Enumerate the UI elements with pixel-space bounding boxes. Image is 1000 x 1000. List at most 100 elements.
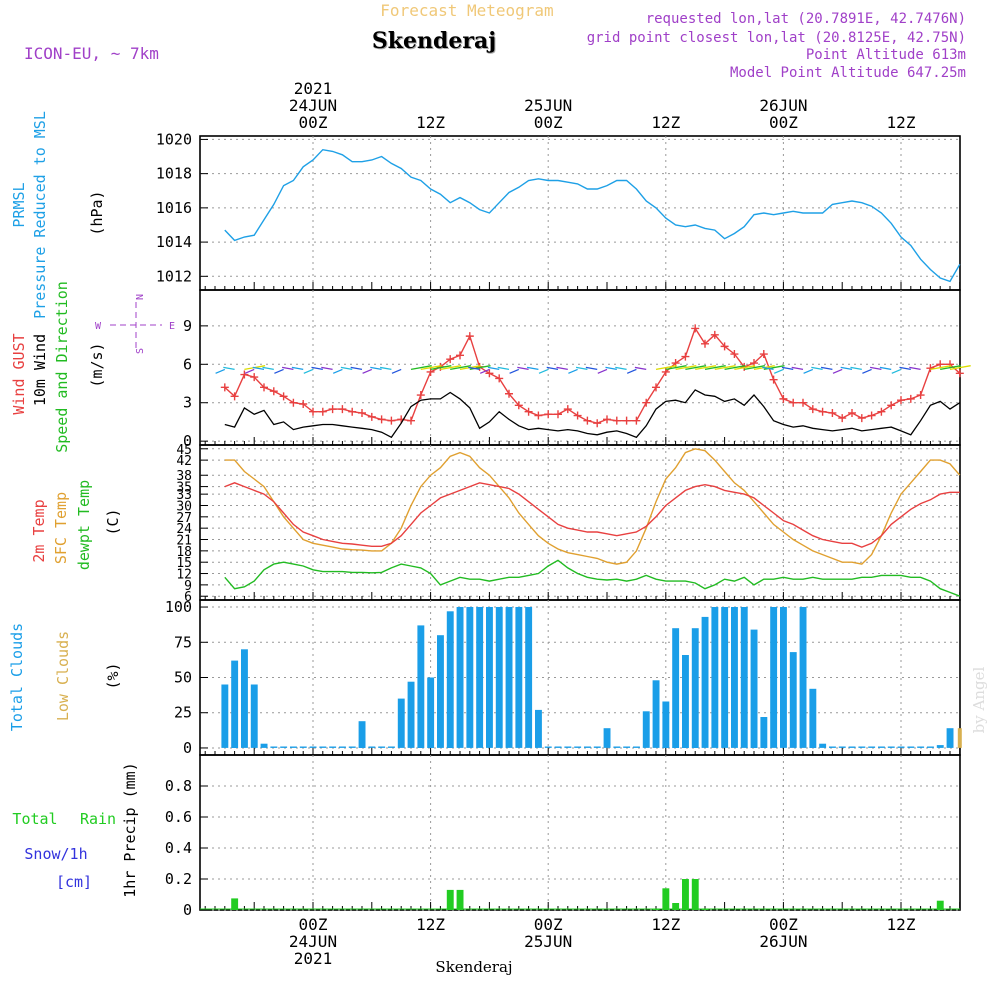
- total-cloud-bar: [535, 709, 542, 748]
- y-tick-label: 0.6: [165, 808, 192, 826]
- total-cloud-bar: [936, 745, 944, 748]
- gust-point: [808, 405, 817, 414]
- gust-point: [799, 398, 807, 407]
- dewpoint-temp-line: [224, 559, 961, 597]
- total-cloud-bar: [829, 746, 836, 748]
- wind-direction-arrow: [744, 365, 766, 371]
- y-tick-label: 0.2: [165, 870, 192, 888]
- wind-direction-arrow: [685, 365, 707, 371]
- y-tick-label: 18: [176, 545, 192, 560]
- y-tick-label: 21: [176, 534, 192, 549]
- wind-gust-label: Wind GUST: [10, 333, 28, 414]
- gust-point: [632, 416, 641, 425]
- wind-direction-arrow: [509, 368, 520, 374]
- gust-point: [828, 408, 837, 417]
- gust-point: [759, 350, 768, 359]
- y-tick-label: 38: [176, 469, 192, 484]
- wind-direction-arrow: [526, 366, 539, 371]
- gust-point: [857, 414, 866, 423]
- panel-frame: [199, 754, 961, 911]
- total-cloud-bar: [446, 611, 454, 748]
- gust-point: [906, 394, 915, 403]
- time-label-top: 25JUN: [524, 96, 572, 115]
- y-tick-label: 9: [184, 579, 192, 594]
- wind-direction-arrow: [850, 366, 862, 371]
- gust-point: [563, 405, 572, 414]
- wind-direction-arrow: [803, 368, 814, 374]
- y-tick-label: 0: [183, 901, 192, 919]
- gust-point: [583, 416, 592, 425]
- gridpoint-coords: grid point closest lon,lat (20.8125E, 42…: [587, 30, 966, 46]
- wind-direction-arrow: [303, 368, 314, 374]
- wind-direction-arrow: [626, 368, 637, 374]
- gust-point: [367, 412, 376, 421]
- y-tick-label: 1020: [156, 130, 192, 148]
- low-cloud-bar: [957, 728, 962, 748]
- gust-point: [505, 389, 513, 398]
- time-label-top: 2021: [294, 79, 333, 98]
- gust-point: [279, 392, 288, 401]
- gust-point: [328, 405, 337, 414]
- gust-point: [416, 391, 425, 400]
- total-cloud-bar: [466, 607, 474, 748]
- total-cloud-bar: [486, 607, 493, 748]
- wind-direction-arrow: [362, 368, 373, 374]
- gust-point: [348, 407, 357, 416]
- y-tick-label: 0: [183, 739, 192, 757]
- gust-point: [260, 383, 268, 392]
- compass-e: E: [169, 321, 175, 332]
- total-cloud-bar: [388, 746, 395, 748]
- wind-direction-arrow: [879, 366, 892, 371]
- compass-n: N: [135, 294, 146, 300]
- precip-labels: Total Rain Snow/1h [cm] 1hr Precip (mm): [12, 762, 139, 897]
- total-cloud-bar: [544, 746, 552, 748]
- snow-unit: [cm]: [56, 873, 92, 891]
- t2m-label: 2m Temp: [30, 499, 48, 562]
- wind-direction-arrow: [811, 366, 823, 371]
- pressure-label-prmsl: PRMSL: [10, 182, 28, 227]
- gust-point: [593, 419, 602, 428]
- y-tick-label: 33: [176, 488, 192, 503]
- gust-point: [926, 364, 935, 373]
- total-cloud-bar: [339, 746, 346, 748]
- gust-point: [838, 414, 847, 423]
- wind-direction-arrow: [909, 366, 921, 371]
- rain-label-rain: Rain: [80, 810, 116, 828]
- y-tick-label: 45: [176, 443, 192, 458]
- gust-point: [877, 407, 886, 416]
- gust-point: [299, 400, 308, 409]
- sfc-label: SFC Temp: [52, 492, 70, 564]
- wind-unit: (m/s): [88, 342, 106, 387]
- pressure-labels: PRMSL Pressure Reduced to MSL (hPa): [10, 111, 106, 319]
- wind-direction-arrow: [840, 366, 853, 371]
- plot-marks: [200, 148, 971, 910]
- gust-point: [720, 342, 729, 351]
- rain-bar: [231, 898, 239, 910]
- total-cloud-bar: [662, 701, 670, 748]
- time-label-bottom: 25JUN: [524, 932, 572, 951]
- wind-direction-arrow: [634, 366, 647, 371]
- wind-direction-arrow: [704, 365, 726, 371]
- total-cloud-bar: [652, 680, 660, 748]
- total-cloud-bar: [858, 746, 866, 748]
- y-tick-label: 24: [176, 522, 192, 537]
- t2m-temp-line: [224, 482, 960, 548]
- gust-point: [789, 398, 798, 407]
- gust-point: [887, 401, 896, 410]
- wind-direction-arrow: [517, 366, 529, 371]
- time-label-bottom: 00Z: [534, 915, 563, 934]
- wind-direction-arrow: [332, 368, 343, 374]
- wind-direction-arrow: [468, 366, 480, 371]
- wind-direction-arrow: [281, 366, 294, 371]
- temp-labels: 2m Temp SFC Temp dewpt Temp (C): [30, 480, 122, 570]
- y-tick-label: 1014: [156, 233, 192, 251]
- total-cloud-bar: [701, 616, 709, 748]
- total-cloud-bar: [554, 746, 562, 748]
- wind-direction-arrow: [734, 365, 756, 371]
- total-cloud-bar: [476, 607, 484, 748]
- wind-speed-dir-label: Speed and Direction: [53, 281, 71, 453]
- y-tick-label: 27: [176, 511, 192, 526]
- compass-rose: N S W E: [95, 294, 175, 354]
- rain-bar: [456, 889, 464, 910]
